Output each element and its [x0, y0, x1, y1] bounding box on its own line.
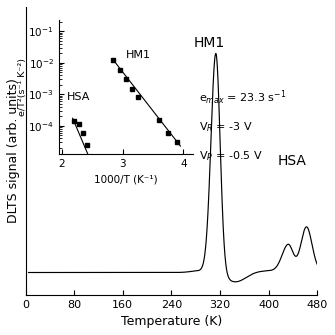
Text: e$_{max}$ = 23.3 s$^{-1}$: e$_{max}$ = 23.3 s$^{-1}$ [199, 89, 287, 107]
Text: HM1: HM1 [193, 36, 224, 50]
X-axis label: Temperature (K): Temperature (K) [121, 315, 222, 328]
Y-axis label: DLTS signal (arb. units): DLTS signal (arb. units) [7, 78, 20, 223]
Text: V$_P$ = -0.5 V: V$_P$ = -0.5 V [199, 149, 263, 163]
Text: HSA: HSA [67, 92, 90, 103]
Y-axis label: e/T²(s⁻¹ K⁻²): e/T²(s⁻¹ K⁻²) [18, 58, 27, 116]
Text: V$_R$ = -3 V: V$_R$ = -3 V [199, 121, 253, 134]
Text: HSA: HSA [278, 154, 307, 168]
Text: HM1: HM1 [126, 50, 151, 60]
X-axis label: 1000/T (K⁻¹): 1000/T (K⁻¹) [94, 175, 157, 185]
